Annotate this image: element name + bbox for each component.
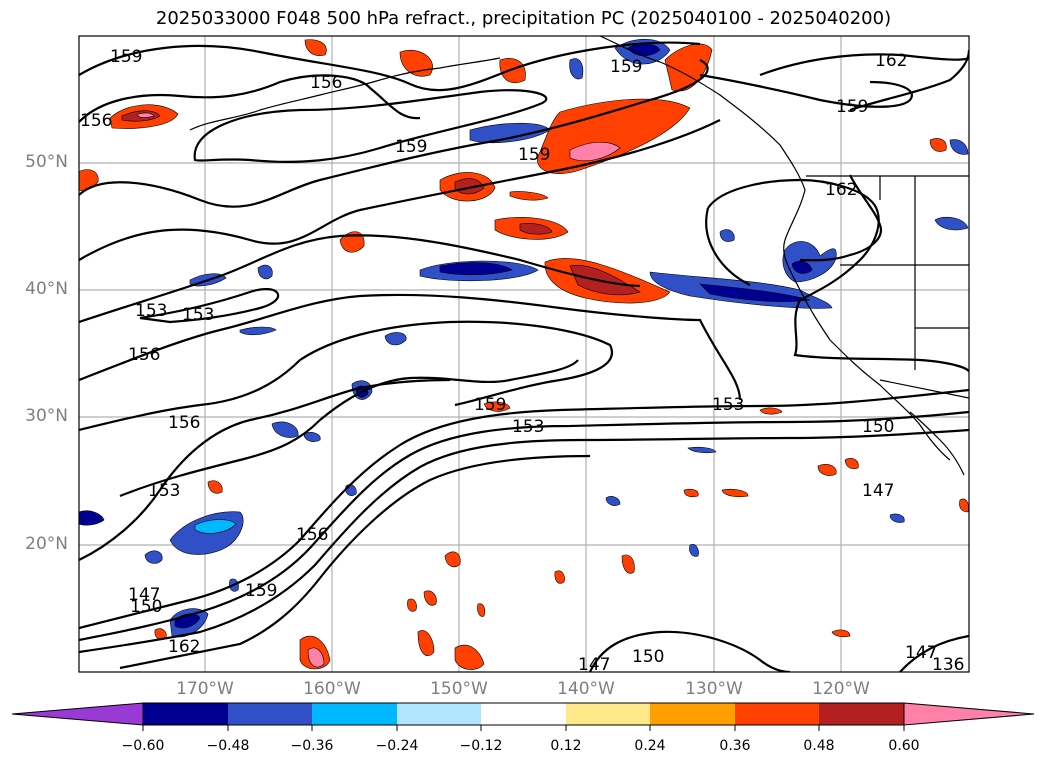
colorbar-tick-label: 0.48 — [803, 738, 835, 754]
colorbar-segment — [228, 703, 312, 725]
colorbar-tick-label: −0.36 — [290, 738, 334, 754]
lat-label: 50°N — [25, 152, 68, 172]
contour-labels: 159 156 156 159 159 162 159 162 159 153 … — [80, 47, 964, 675]
lon-label: 120°W — [812, 679, 870, 699]
contour-label: 162 — [825, 180, 857, 200]
contour-label: 150 — [632, 647, 664, 667]
lat-label: 20°N — [25, 534, 68, 554]
contour-label: 156 — [168, 413, 200, 433]
colorbar-tick-label: −0.60 — [121, 738, 165, 754]
colorbar-segment — [481, 703, 566, 725]
precipitation-areas — [79, 38, 969, 670]
contour-label: 153 — [148, 481, 180, 501]
contour-label: 153 — [135, 301, 167, 321]
map-title: 2025033000 F048 500 hPa refract., precip… — [155, 8, 892, 29]
lon-label: 160°W — [303, 679, 361, 699]
colorbar-segment — [735, 703, 819, 725]
colorbar-tick-label: −0.12 — [459, 738, 503, 754]
lon-label: 150°W — [430, 679, 488, 699]
contour-label: 159 — [110, 47, 142, 67]
contour-label: 147 — [905, 643, 937, 663]
colorbar-tick-label: 0.36 — [719, 738, 751, 754]
contour-label: 156 — [128, 345, 160, 365]
colorbar-tick-label: −0.48 — [206, 738, 250, 754]
lon-label: 130°W — [685, 679, 743, 699]
contour-label: 136 — [932, 655, 964, 675]
contour-label: 156 — [80, 111, 112, 131]
colorbar-segment — [143, 703, 228, 725]
contour-label: 159 — [610, 57, 642, 77]
contour-label: 162 — [875, 51, 907, 71]
contour-label: 159 — [836, 97, 868, 117]
contour-label: 159 — [245, 581, 277, 601]
contour-label: 153 — [712, 395, 744, 415]
contour-label: 147 — [128, 585, 160, 605]
contour-label: 159 — [474, 395, 506, 415]
contour-label: 159 — [518, 145, 550, 165]
colorbar-extend-low — [11, 702, 144, 726]
lat-label: 40°N — [25, 279, 68, 299]
colorbar-tick-label: 0.24 — [634, 738, 666, 754]
contour-label: 153 — [512, 417, 544, 437]
contour-lines — [79, 41, 969, 672]
contour-label: 156 — [310, 73, 342, 93]
colorbar-segment — [566, 703, 650, 725]
colorbar-segment — [819, 703, 904, 725]
colorbar — [11, 702, 1035, 731]
contour-label: 150 — [862, 417, 894, 437]
map-gridlines — [79, 36, 969, 672]
lat-label: 30°N — [25, 406, 68, 426]
colorbar-tick-label: 0.12 — [550, 738, 582, 754]
lon-label: 170°W — [176, 679, 234, 699]
colorbar-tick-label: 0.60 — [888, 738, 920, 754]
contour-label: 156 — [296, 525, 328, 545]
contour-label: 147 — [578, 655, 610, 675]
colorbar-segment — [650, 703, 735, 725]
contour-label: 147 — [862, 481, 894, 501]
colorbar-segment — [397, 703, 481, 725]
contour-label: 162 — [168, 637, 200, 657]
colorbar-extend-high — [903, 702, 1035, 726]
contour-label: 150 — [130, 597, 162, 617]
coastlines — [189, 36, 969, 476]
plot-frame — [78, 35, 970, 673]
colorbar-segment — [312, 703, 397, 725]
contour-label: 159 — [395, 137, 427, 157]
contour-label: 153 — [182, 305, 214, 325]
colorbar-tick-label: −0.24 — [375, 738, 419, 754]
lon-label: 140°W — [557, 679, 615, 699]
